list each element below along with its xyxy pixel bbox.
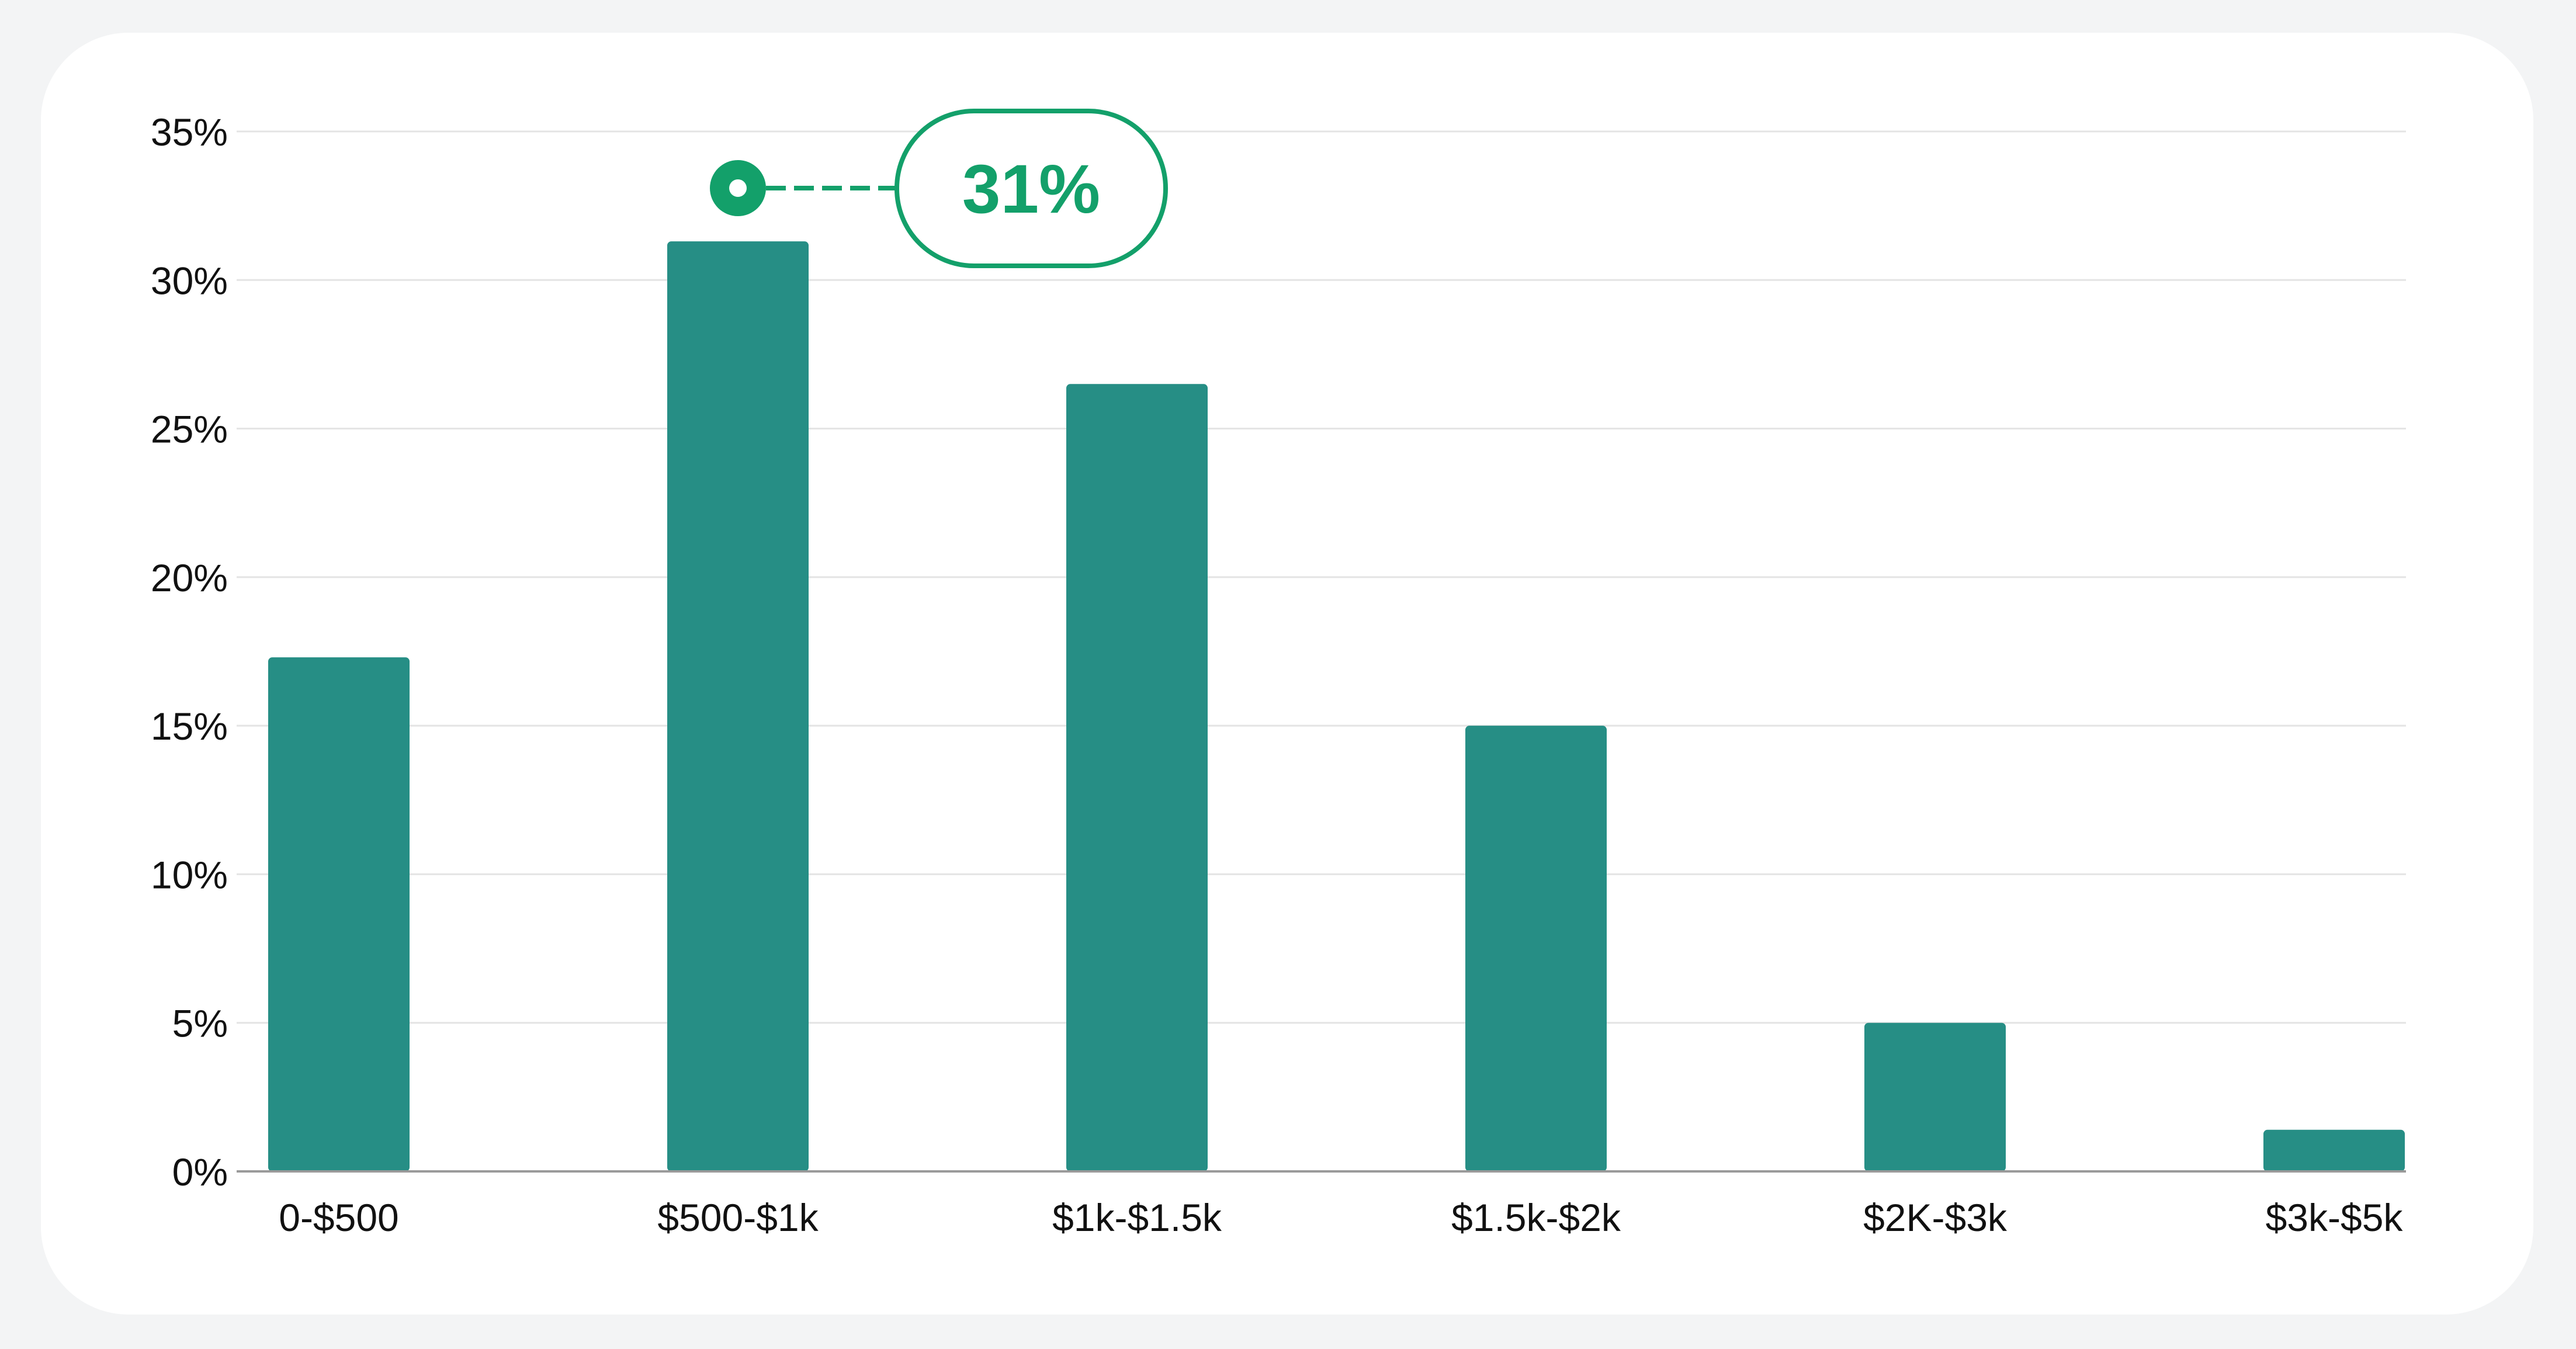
y-tick-label: 20%	[151, 556, 228, 599]
callout-pill	[895, 109, 1168, 268]
x-tick-label: $1k-$1.5k	[1052, 1196, 1222, 1239]
y-tick-label: 15%	[151, 705, 228, 748]
gridlines	[237, 130, 2406, 1024]
y-tick-label: 30%	[151, 259, 228, 302]
bars	[268, 241, 2405, 1172]
y-tick-label: 0%	[172, 1150, 228, 1194]
y-tick-label: 25%	[151, 408, 228, 451]
y-tick-label: 10%	[151, 853, 228, 896]
callout-value-label: 31%	[962, 151, 1100, 228]
bar	[1066, 384, 1208, 1172]
chart-card	[41, 33, 2533, 1315]
x-tick-label: $2K-$3k	[1863, 1196, 2008, 1239]
bar	[1465, 726, 1607, 1171]
bar	[268, 657, 410, 1171]
y-axis-ticks: 0% 5% 10% 15% 20% 25% 30% 35%	[151, 110, 228, 1194]
bar	[1864, 1022, 2006, 1171]
x-tick-label: $500-$1k	[657, 1196, 819, 1239]
x-tick-label: $3k-$5k	[2266, 1196, 2404, 1239]
y-tick-label: 35%	[151, 110, 228, 154]
x-tick-label: $1.5k-$2k	[1451, 1196, 1621, 1239]
x-tick-label: 0-$500	[279, 1196, 399, 1239]
x-axis-ticks: 0-$500 $500-$1k $1k-$1.5k $1.5k-$2k $2K-$3k $…	[279, 1196, 2403, 1239]
peak-callout: 31%	[710, 109, 1168, 268]
y-tick-label: 5%	[172, 1002, 228, 1045]
callout-marker-center	[729, 179, 747, 197]
bar	[2263, 1129, 2405, 1171]
bar	[667, 241, 809, 1172]
